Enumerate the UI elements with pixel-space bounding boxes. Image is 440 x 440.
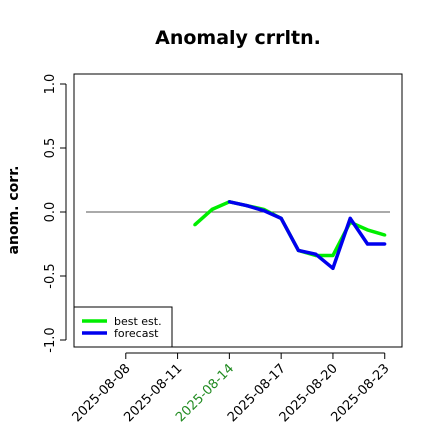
legend-label-forecast: forecast — [114, 327, 159, 340]
chart-title: Anomaly crrltn. — [155, 27, 321, 49]
data-point-forecast — [279, 216, 283, 220]
data-point-forecast — [227, 200, 231, 204]
x-axis: 2025-08-082025-08-112025-08-142025-08-17… — [70, 352, 393, 425]
data-point-forecast — [365, 242, 370, 246]
y-tick-label: 0.0 — [43, 202, 58, 223]
legend: best est.forecast — [73, 306, 173, 348]
legend-label-best-est: best est. — [114, 315, 162, 328]
data-point-forecast — [296, 248, 301, 252]
y-tick-label: 1.0 — [43, 74, 58, 95]
data-point-best-est — [331, 253, 335, 258]
data-point-best-est — [193, 223, 197, 227]
data-point-forecast — [331, 266, 335, 270]
data-point-forecast — [262, 209, 266, 213]
y-tick-label: -1.0 — [43, 327, 58, 352]
data-point-forecast — [383, 242, 387, 246]
plot-frame — [73, 73, 403, 348]
data-point-forecast — [348, 216, 352, 220]
data-point-best-est — [383, 233, 387, 237]
y-tick-label: 0.5 — [43, 138, 58, 159]
data-point-forecast — [245, 204, 249, 208]
series-layer — [193, 200, 387, 271]
data-point-best-est — [210, 207, 214, 212]
y-axis-label: anom. corr. — [6, 166, 22, 255]
y-tick-label: -0.5 — [43, 263, 58, 288]
data-point-best-est — [365, 228, 370, 232]
series-line-forecast — [229, 200, 385, 271]
data-point-forecast — [314, 252, 318, 256]
y-axis: -1.0 -0.5 0.0 0.5 1.0 — [43, 74, 67, 353]
legend-box — [73, 306, 173, 348]
